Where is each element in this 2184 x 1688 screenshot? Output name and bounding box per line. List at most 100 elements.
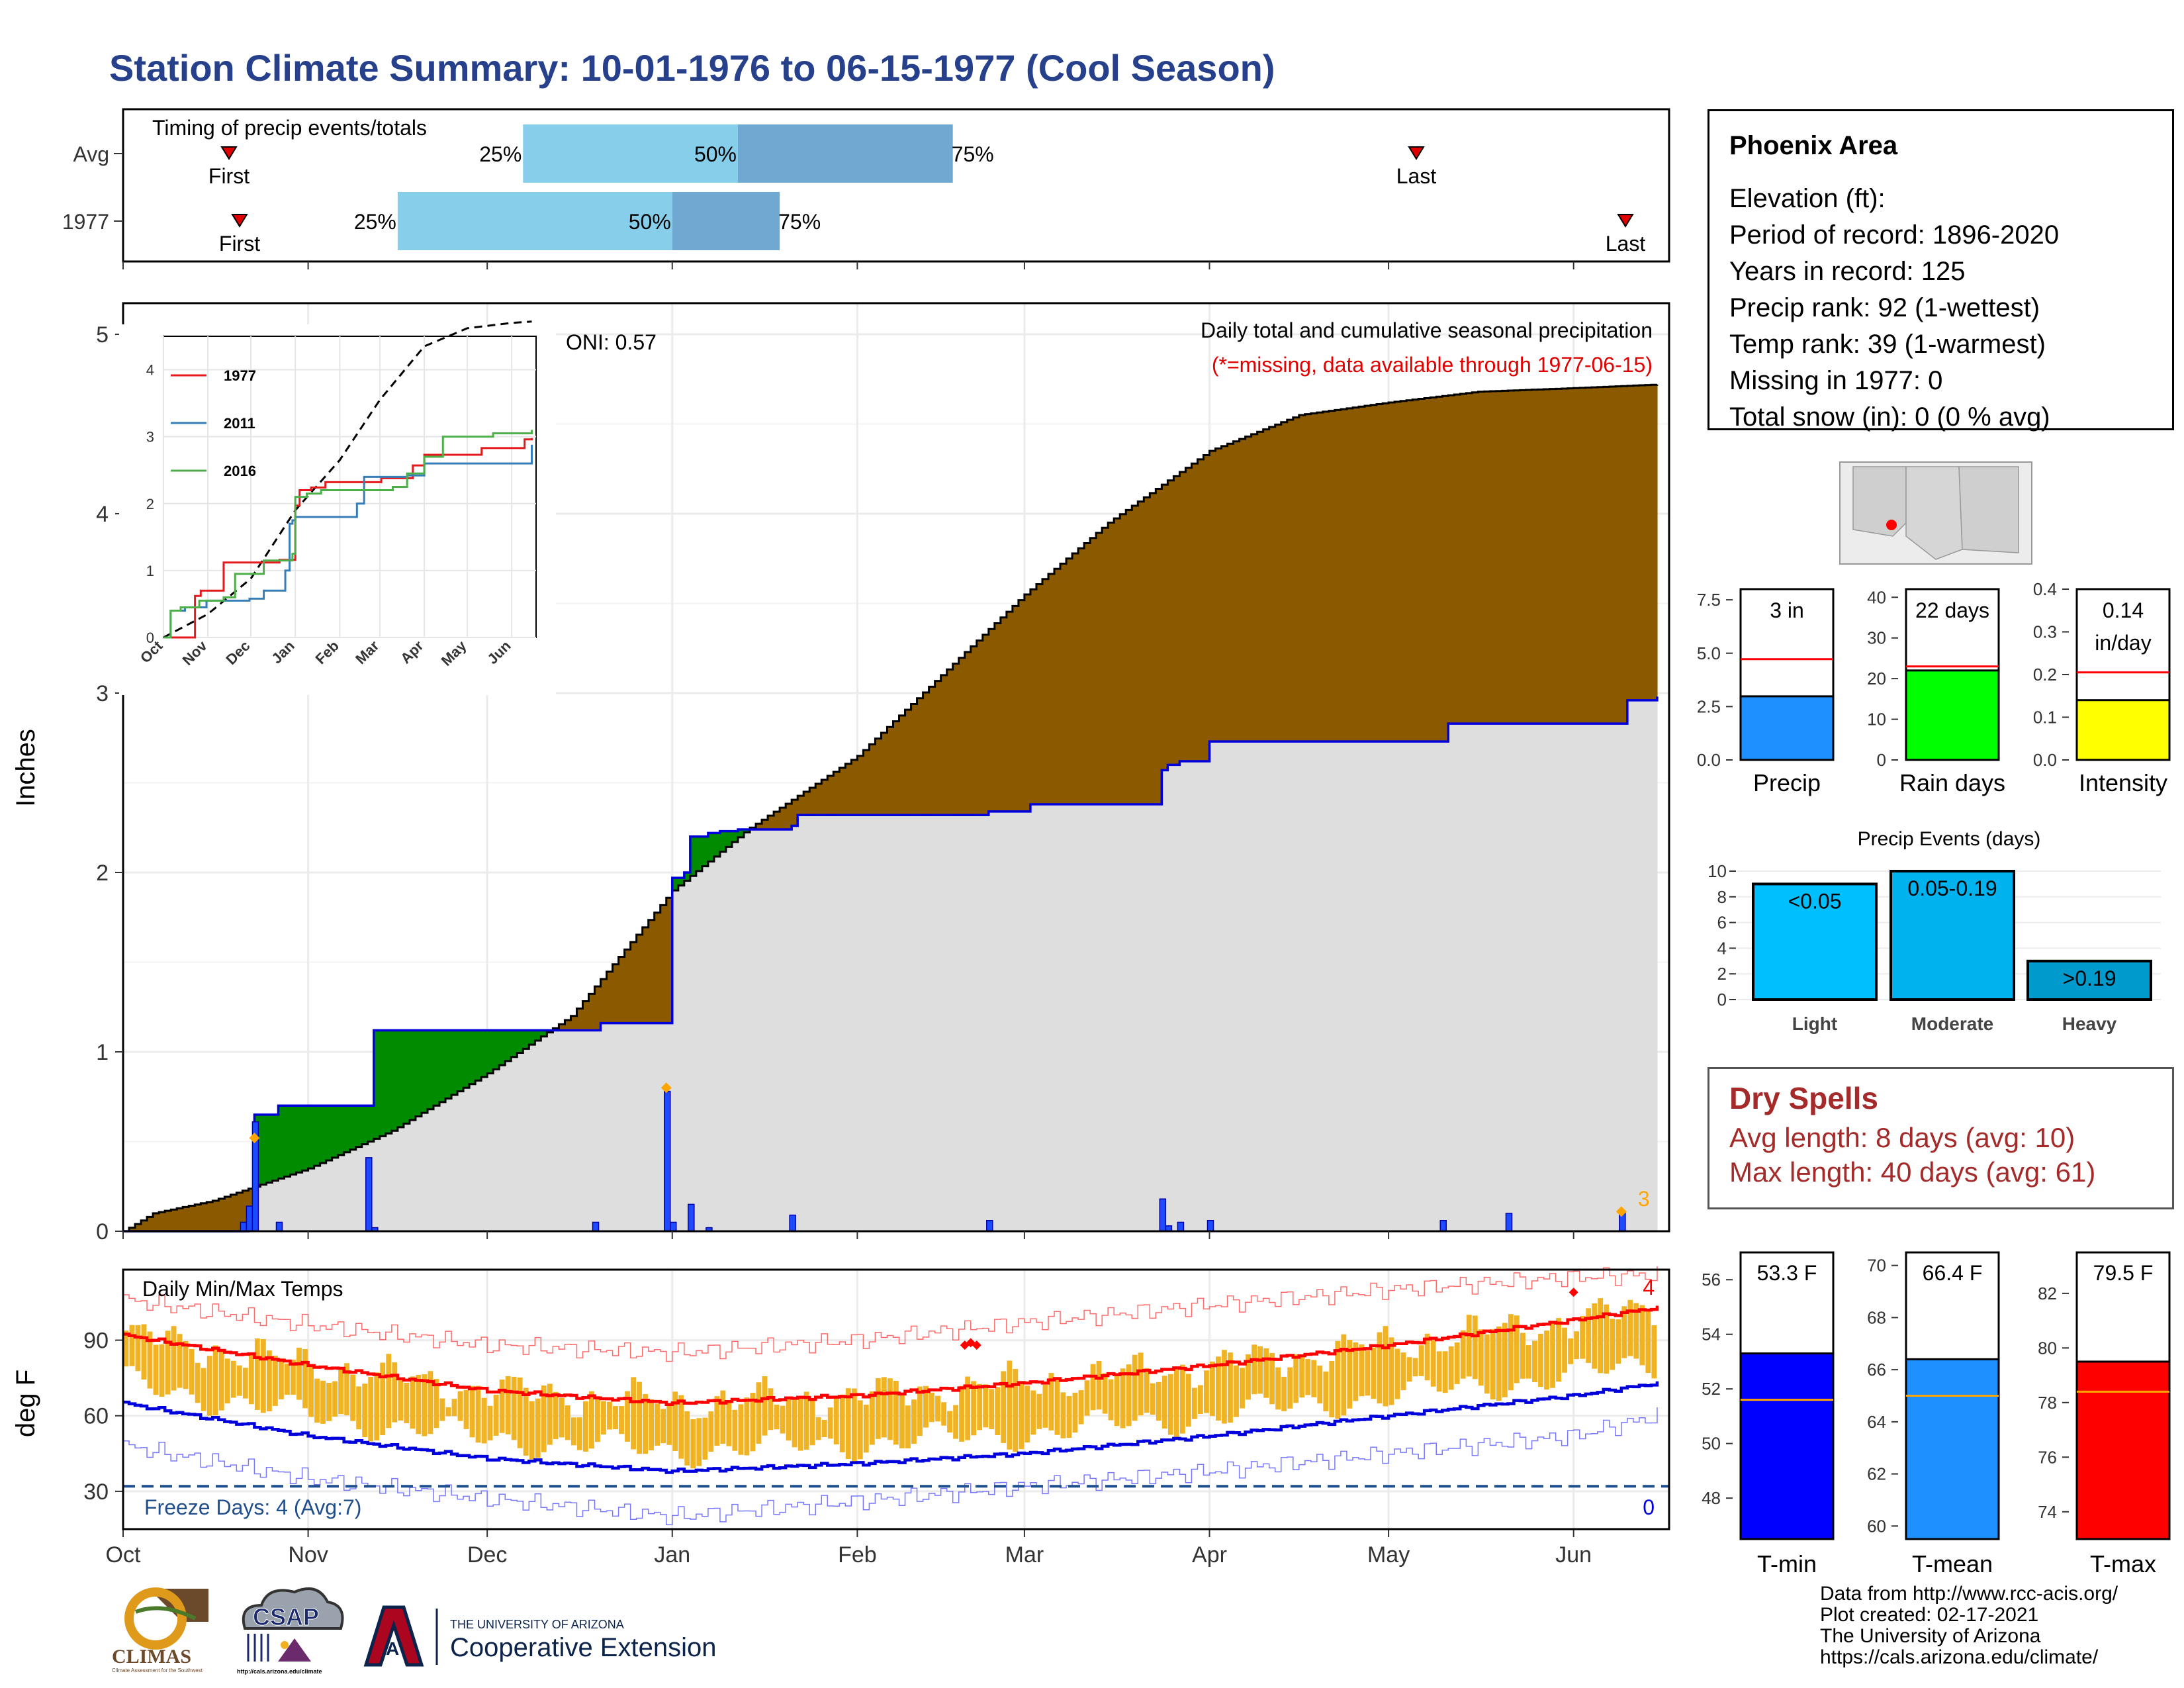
temp-daily-range bbox=[750, 1392, 756, 1452]
timing-p75-label: 75% bbox=[778, 210, 821, 234]
precip-base-fill bbox=[911, 815, 918, 1231]
precip-events-ytick-label: 0 bbox=[1717, 990, 1727, 1009]
temp-daily-range bbox=[475, 1385, 481, 1443]
precip-base-fill bbox=[803, 815, 810, 1231]
precip-base-fill bbox=[308, 1168, 315, 1231]
precip-surplus-fill bbox=[338, 1105, 345, 1155]
precip-base-fill bbox=[1185, 761, 1193, 1231]
gauge-ytick-label: 40 bbox=[1867, 587, 1886, 607]
precip-deficit-fill bbox=[189, 1205, 195, 1231]
precip-deficit-fill bbox=[1352, 407, 1359, 742]
temp-daily-range bbox=[1460, 1330, 1466, 1379]
precip-base-fill bbox=[881, 815, 888, 1231]
precip-base-fill bbox=[1144, 804, 1150, 1231]
precip-base-fill bbox=[1310, 741, 1318, 1231]
precip-base-fill bbox=[1269, 741, 1276, 1231]
precip-deficit-fill bbox=[1334, 410, 1342, 742]
precip-base-fill bbox=[606, 1023, 614, 1231]
precip-deficit-fill bbox=[224, 1196, 231, 1231]
precip-surplus-fill bbox=[385, 1030, 392, 1134]
precip-base-fill bbox=[1603, 724, 1610, 1231]
temp-daily-range bbox=[428, 1371, 433, 1434]
precip-daily-bar bbox=[986, 1219, 993, 1232]
precip-base-fill bbox=[797, 815, 804, 1231]
precip-base-fill bbox=[1388, 741, 1395, 1231]
precip-surplus-fill bbox=[535, 1030, 541, 1041]
temp-daily-range bbox=[881, 1377, 887, 1438]
temp-daily-range bbox=[756, 1382, 762, 1444]
precip-daily-bar bbox=[1159, 1198, 1167, 1232]
precip-surplus-fill bbox=[403, 1030, 410, 1124]
precip-base-fill bbox=[1651, 700, 1658, 1231]
timing-bar-50-75 bbox=[737, 124, 953, 183]
precip-deficit-fill bbox=[1340, 409, 1347, 742]
precip-base-fill bbox=[988, 811, 995, 1231]
precip-deficit-fill bbox=[1281, 422, 1288, 742]
precip-deficit-fill bbox=[1490, 391, 1497, 724]
temp-daily-range bbox=[1615, 1319, 1621, 1364]
gauge-ytick-label: 0.0 bbox=[2033, 750, 2057, 770]
temp-daily-range bbox=[1222, 1350, 1227, 1424]
precip-base-fill bbox=[713, 857, 721, 1231]
precip-deficit-fill bbox=[612, 964, 619, 1023]
precip-base-fill bbox=[505, 1060, 512, 1231]
precip-base-fill bbox=[284, 1176, 291, 1231]
precip-deficit-fill bbox=[606, 971, 614, 1023]
temp-daily-range bbox=[392, 1362, 398, 1423]
temp-daily-range bbox=[1442, 1351, 1448, 1393]
precip-surplus-fill bbox=[463, 1030, 470, 1088]
temp-daily-range bbox=[469, 1385, 475, 1438]
temp-daily-range bbox=[553, 1391, 559, 1439]
precip-deficit-fill bbox=[1567, 388, 1574, 724]
precip-surplus-fill bbox=[475, 1030, 482, 1081]
precip-surplus-fill bbox=[302, 1105, 309, 1171]
temp-daily-range bbox=[332, 1381, 338, 1417]
precip-avg-cumulative-line bbox=[123, 383, 1659, 1233]
precipitation-panel: 3 0 1 2 3 4 5 Inches ONI: 0.57 Daily total and cu… bbox=[11, 302, 1670, 1244]
temp-daily-range bbox=[410, 1376, 416, 1429]
precip-base-fill bbox=[535, 1040, 541, 1231]
timing-bar-25-50 bbox=[397, 192, 672, 250]
temp-gauge-ytick-label: 66 bbox=[1867, 1360, 1886, 1380]
precip-deficit-fill bbox=[1621, 386, 1628, 724]
gauge-ytick-label: 30 bbox=[1867, 628, 1886, 648]
temp-daily-range bbox=[1568, 1338, 1573, 1364]
precip-base-fill bbox=[1561, 724, 1569, 1231]
station-name: Phoenix Area bbox=[1729, 131, 1898, 160]
temp-daily-range bbox=[1604, 1304, 1610, 1374]
temp-daily-range bbox=[320, 1380, 326, 1424]
temp-daily-range bbox=[732, 1409, 738, 1451]
precip-base-fill bbox=[707, 861, 715, 1231]
temp-daily-range bbox=[1246, 1354, 1251, 1400]
precip-deficit-fill bbox=[792, 800, 798, 826]
precip-base-fill bbox=[565, 1030, 572, 1231]
precip-base-fill bbox=[1000, 811, 1007, 1231]
temp-daily-range bbox=[1359, 1344, 1365, 1397]
temp-daily-range bbox=[362, 1383, 368, 1437]
temp-min-record-count: 0 bbox=[1643, 1495, 1655, 1519]
precip-deficit-fill bbox=[1132, 506, 1138, 805]
temp-daily-range bbox=[720, 1390, 726, 1444]
temp-month-label: Nov bbox=[288, 1542, 328, 1568]
temp-daily-range bbox=[1078, 1390, 1084, 1425]
temp-daily-range bbox=[786, 1399, 792, 1441]
precip-surplus-fill bbox=[439, 1030, 446, 1102]
precip-events-category-label: Light bbox=[1792, 1013, 1837, 1034]
precip-deficit-fill bbox=[1024, 594, 1031, 812]
precip-deficit-fill bbox=[1400, 400, 1407, 742]
temp-daily-range bbox=[726, 1401, 732, 1446]
station-missing: Missing in 1977: 0 bbox=[1729, 366, 1943, 395]
temp-daily-range bbox=[230, 1360, 236, 1398]
precip-base-fill bbox=[768, 829, 774, 1231]
precip-base-fill bbox=[1287, 741, 1294, 1231]
precip-base-fill bbox=[1365, 741, 1371, 1231]
temp-daily-range bbox=[422, 1374, 428, 1436]
precip-base-fill bbox=[1233, 741, 1240, 1231]
freeze-days-label: Freeze Days: 4 (Avg:7) bbox=[144, 1495, 361, 1519]
gauge-ytick-label: 0.4 bbox=[2033, 579, 2057, 599]
precip-base-fill bbox=[1394, 741, 1401, 1231]
temp-daily-range bbox=[702, 1417, 708, 1460]
temp-daily-range bbox=[374, 1372, 380, 1441]
temp-daily-range bbox=[576, 1417, 582, 1450]
precip-deficit-fill bbox=[1645, 385, 1652, 700]
